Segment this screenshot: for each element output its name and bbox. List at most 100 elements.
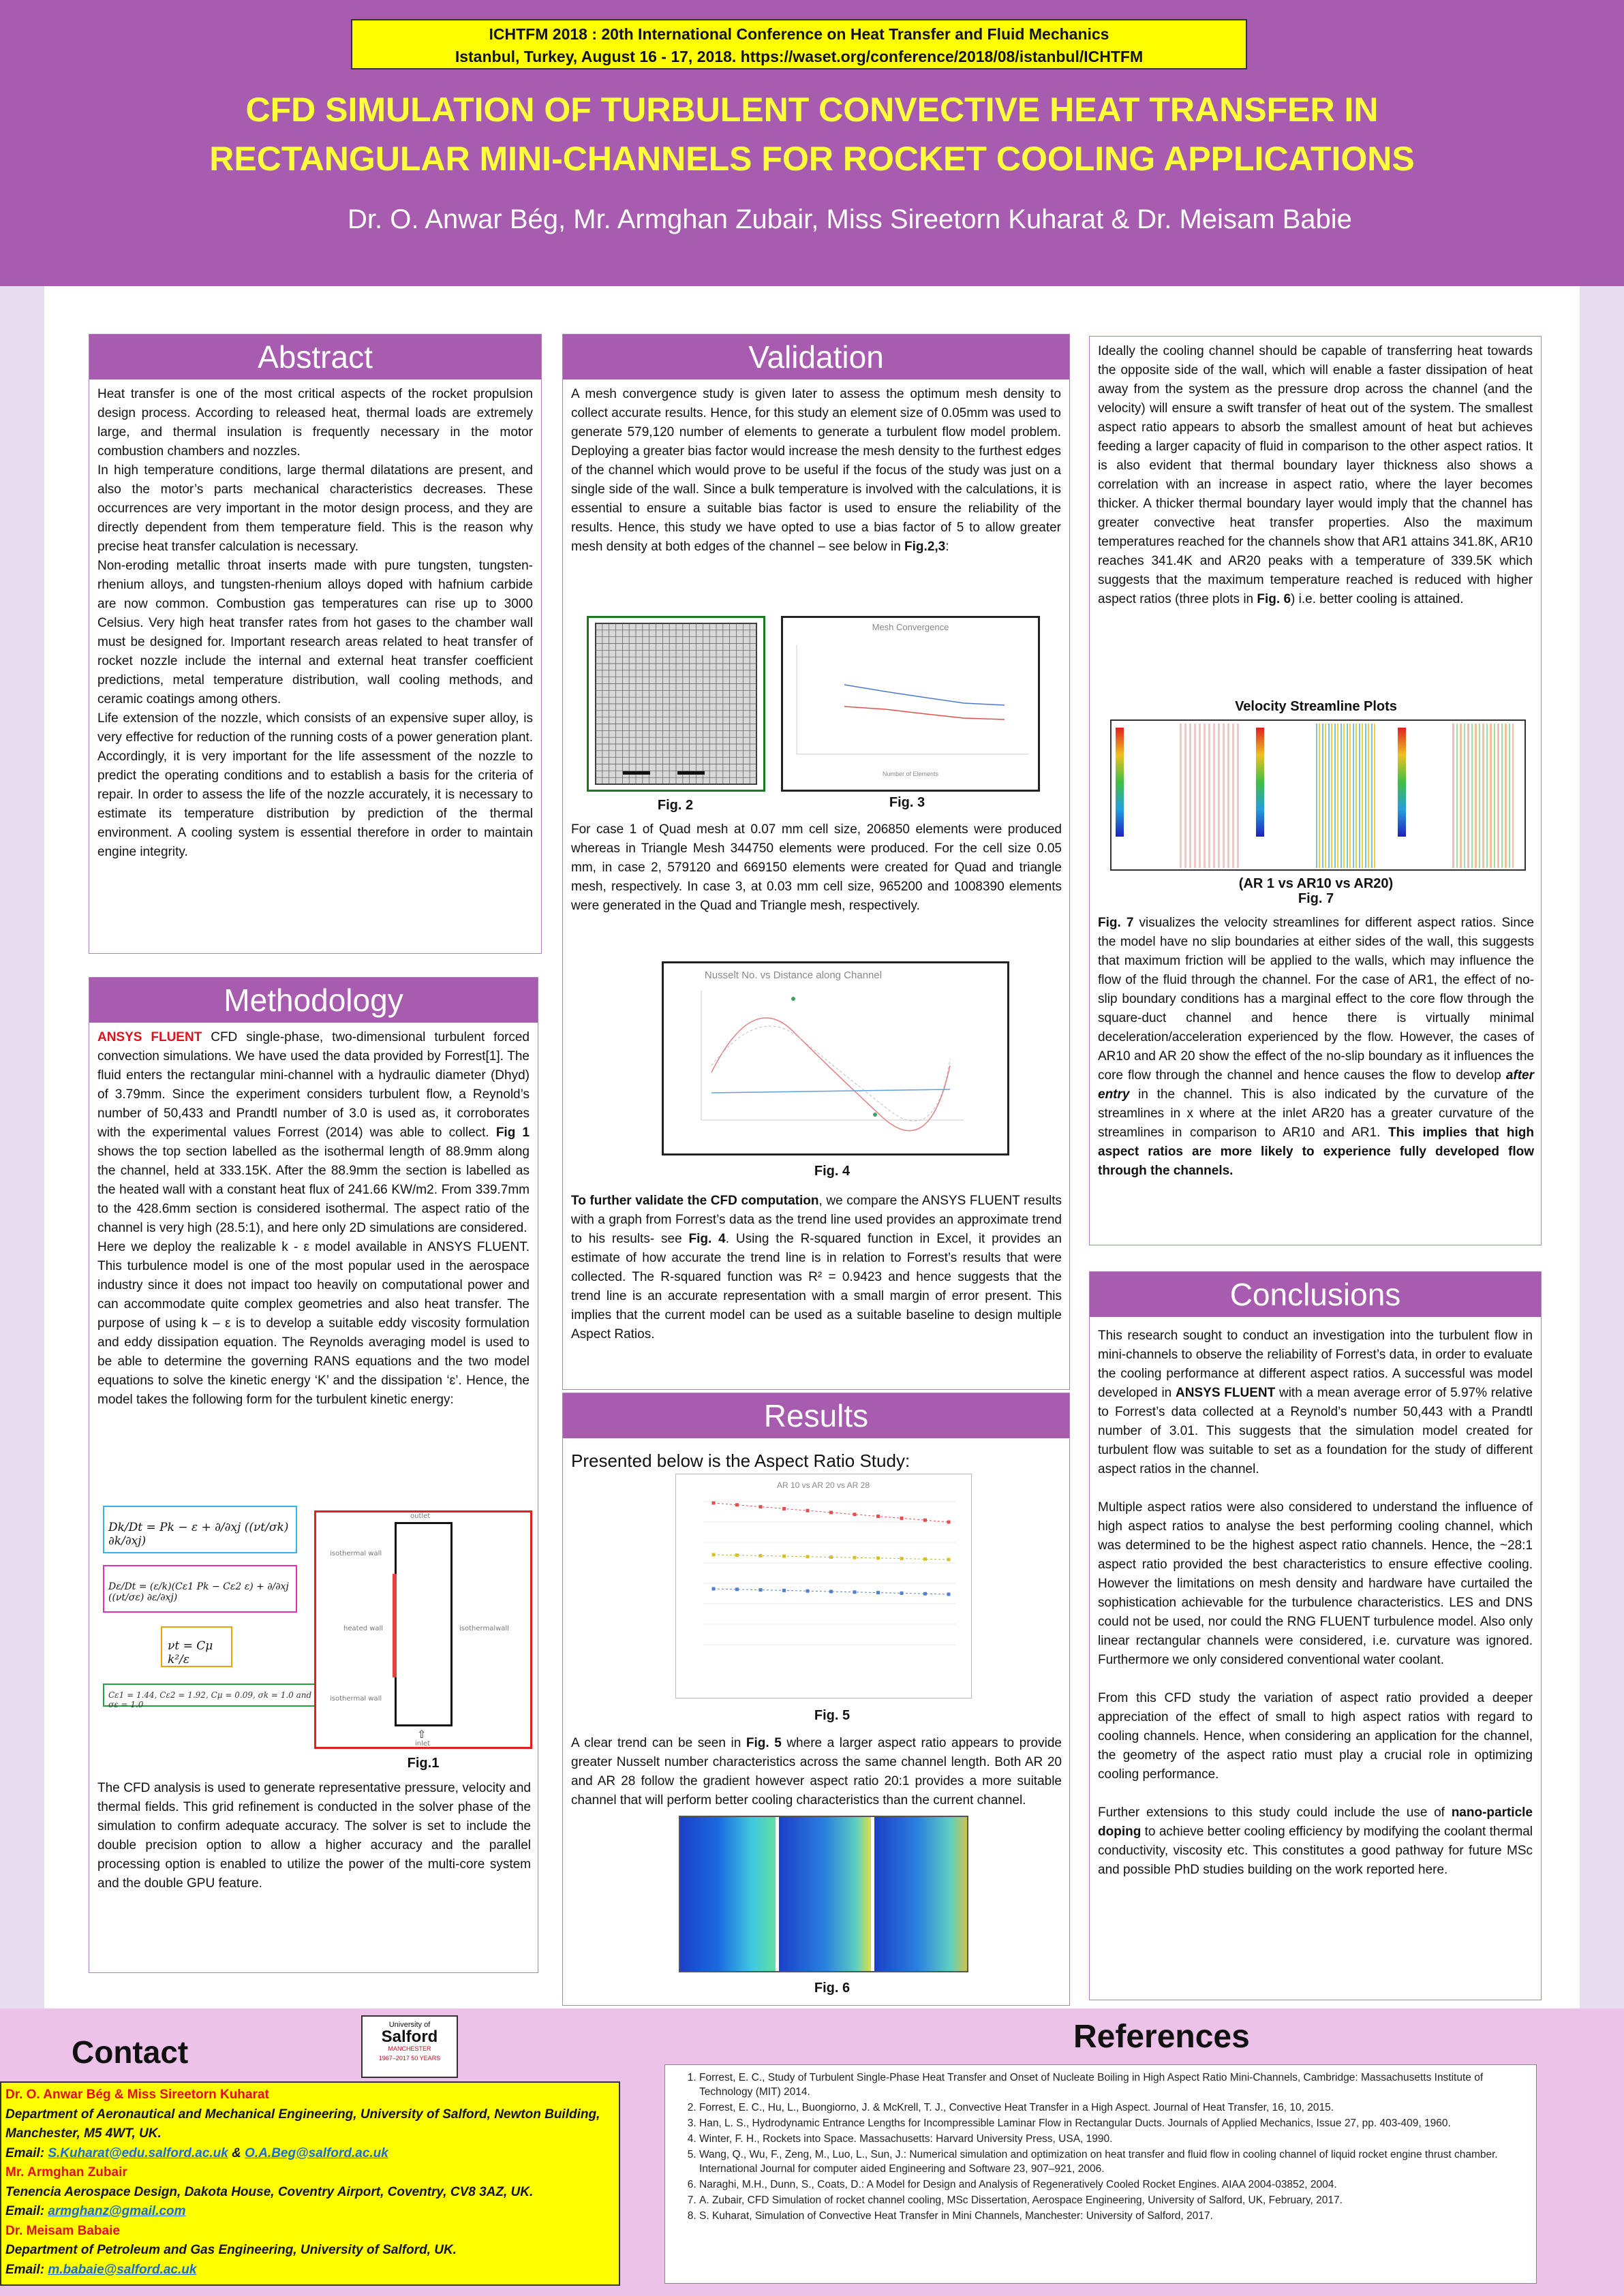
reference-item: Forrest, E. C., Hu, L., Buongiorno, J. &… (699, 2100, 1527, 2115)
fig4-caption: Fig. 4 (814, 1164, 851, 1179)
equation-k: Dk/Dt = Pk − ε + ∂/∂xj ((νt/σk) ∂k/∂xj) (103, 1506, 297, 1553)
equation-epsilon: Dε/Dt = (ε/k)(Cε1 Pk − Cε2 ε) + ∂/∂xj ((… (103, 1565, 297, 1613)
inlet-label: inlet (415, 1740, 430, 1748)
abstract-paragraph: In high temperature conditions, large th… (97, 463, 533, 554)
title-line-1: CFD SIMULATION OF TURBULENT CONVECTIVE H… (245, 91, 1379, 129)
heated-wall-segment (393, 1574, 397, 1677)
scatter-marker (759, 1505, 763, 1509)
discussion-paragraph-2: Fig. 7 visualizes the velocity streamlin… (1098, 916, 1534, 1178)
reference-item: S. Kuharat, Simulation of Convective Hea… (699, 2209, 1527, 2223)
scatter-marker (759, 1588, 763, 1592)
ansys-label: ANSYS FLUENT (97, 1030, 202, 1044)
poster-title: CFD SIMULATION OF TURBULENT CONVECTIVE H… (0, 85, 1624, 183)
nano-doping-bold: nano-particle doping (1098, 1805, 1533, 1839)
methodology-paragraph-3: The CFD analysis is used to generate rep… (97, 1781, 531, 1891)
title-line-2: RECTANGULAR MINI-CHANNELS FOR ROCKET COO… (209, 140, 1415, 178)
validation-section: Validation A mesh convergence study is g… (562, 334, 1070, 1390)
conclusions-paragraph: This research sought to conduct an inves… (1098, 1329, 1533, 1476)
conclusions-heading: Conclusions (1090, 1272, 1541, 1317)
contact-name-2: Mr. Armghan Zubair (5, 2165, 127, 2179)
channel-outline (395, 1522, 453, 1726)
scatter-marker (735, 1553, 739, 1557)
results-section: Results Presented below is the Aspect Ra… (562, 1393, 1070, 2006)
reference-item: Winter, F. H., Rockets into Space. Massa… (699, 2132, 1527, 2146)
abstract-paragraph: Life extension of the nozzle, which cons… (97, 711, 533, 859)
scatter-marker (735, 1503, 739, 1507)
streamlines-ar10 (1316, 724, 1377, 868)
scatter-marker (947, 1520, 951, 1524)
abstract-paragraph: Heat transfer is one of the most critica… (97, 387, 533, 459)
ansys-fluent-bold: ANSYS FLUENT (1176, 1386, 1276, 1400)
references-ordered-list: Forrest, E. C., Study of Turbulent Singl… (699, 2070, 1527, 2223)
fig5-caption: Fig. 5 (814, 1708, 851, 1723)
streamlines-ar1 (1180, 724, 1241, 868)
references-list: Forrest, E. C., Study of Turbulent Singl… (664, 2064, 1537, 2284)
equation-constants: Cε1 = 1.44, Cε2 = 1.92, Cμ = 0.09, σk = … (103, 1684, 318, 1709)
validation-paragraph-3: To further validate the CFD computation,… (571, 1194, 1062, 1341)
fig5-title: AR 10 vs AR 20 vs AR 28 (777, 1480, 870, 1490)
scatter-marker (947, 1592, 951, 1596)
methodology-section: Methodology ANSYS FLUENT CFD single-phas… (89, 977, 538, 1973)
isothermal-bottom-label: isothermal wall (330, 1695, 382, 1703)
contact-name-1: Dr. O. Anwar Bég & Miss Sireetorn Kuhara… (5, 2088, 269, 2102)
abstract-body: Heat transfer is one of the most critica… (89, 379, 541, 862)
references-heading: References (1073, 2019, 1250, 2055)
left-side-strip (0, 286, 44, 2008)
isothermal-right-label: isothermalwall (459, 1625, 509, 1632)
aspect-ratio-chart-graphic: AR 10 vs AR 20 vs AR 28 (703, 1480, 955, 1645)
reference-item: A. Zubair, CFD Simulation of rocket chan… (699, 2193, 1527, 2207)
scatter-marker (829, 1510, 833, 1515)
fig2-caption: Fig. 2 (657, 798, 694, 813)
scatter-marker (829, 1555, 833, 1559)
scatter-marker (853, 1590, 857, 1594)
email-link-kuharat[interactable]: S.Kuharat@edu.salford.ac.uk (48, 2145, 228, 2160)
email-link-zubair[interactable]: armghanz@gmail.com (48, 2204, 186, 2218)
fig2-mesh-image (587, 616, 765, 792)
after-entry-emphasis: after entry (1098, 1068, 1534, 1102)
contact-dept-2: Tenencia Aerospace Design, Dakota House,… (5, 2184, 534, 2199)
fig3-xlabel: Number of Elements (883, 771, 939, 777)
conclusions-paragraph: Multiple aspect ratios were also conside… (1098, 1500, 1533, 1667)
scatter-marker (853, 1555, 857, 1560)
methodology-paragraph-2: Here we deploy the realizable k - ε mode… (97, 1240, 530, 1407)
validation-heading: Validation (563, 335, 1069, 379)
fig3-caption: Fig. 3 (889, 795, 925, 810)
abstract-heading: Abstract (89, 335, 541, 379)
discussion-section: Ideally the cooling channel should be ca… (1089, 336, 1542, 1245)
university-logo: University of Salford MANCHESTER 1967–20… (361, 2015, 458, 2078)
fig1-channel-schematic: outlet isothermal wall heated wall isoth… (314, 1510, 532, 1749)
cfd-validation-highlight: To further validate the CFD computation (571, 1194, 819, 1208)
fig4-title: Nusselt No. vs Distance along Channel (705, 969, 882, 981)
fig3-mesh-convergence-chart: Mesh Convergence Number of Elements (781, 616, 1040, 792)
contact-dept-3: Department of Petroleum and Gas Engineer… (5, 2243, 457, 2257)
contact-heading: Contact (72, 2034, 189, 2070)
legend-bar-ar10 (1256, 728, 1264, 837)
abstract-paragraph: Non-eroding metallic throat inserts made… (97, 559, 533, 707)
contact-email-3: Email: m.babaie@salford.ac.uk (5, 2262, 197, 2277)
outlet-label: outlet (410, 1512, 431, 1520)
scatter-marker (759, 1553, 763, 1557)
contact-email-2: Email: armghanz@gmail.com (5, 2204, 186, 2218)
scatter-marker (735, 1587, 739, 1592)
fig1-caption: Fig.1 (407, 1756, 440, 1771)
validation-paragraph-2: For case 1 of Quad mesh at 0.07 mm cell … (571, 822, 1062, 913)
discussion-paragraph-1: Ideally the cooling channel should be ca… (1098, 344, 1533, 606)
conclusions-paragraph: From this CFD study the variation of asp… (1098, 1691, 1533, 1782)
scatter-marker (923, 1557, 927, 1561)
contact-name-3: Dr. Meisam Babaie (5, 2223, 120, 2238)
email-link-babaie[interactable]: m.babaie@salford.ac.uk (48, 2262, 197, 2277)
methodology-body: ANSYS FLUENT CFD single-phase, two-dimen… (89, 1023, 538, 1410)
conference-line-2: Istanbul, Turkey, August 16 - 17, 2018. … (455, 48, 1144, 65)
fig7-reference: Fig. 7 (1098, 916, 1134, 930)
right-side-strip (1580, 286, 1624, 2008)
fig5-reference: Fig. 5 (746, 1736, 782, 1750)
email-link-beg[interactable]: O.A.Beg@salford.ac.uk (245, 2145, 388, 2160)
contour-ar1 (680, 1817, 776, 1971)
fig3-title: Mesh Convergence (872, 622, 949, 632)
fig23-reference: Fig.2,3 (904, 540, 946, 554)
fig7-caption: Fig. 7 (1298, 891, 1334, 906)
streamlines-ar20 (1452, 724, 1514, 868)
conclusions-paragraph: Further extensions to this study could i… (1098, 1805, 1533, 1877)
contact-dept-1: Department of Aeronautical and Mechanica… (5, 2107, 600, 2141)
equation-viscosity: νt = Cμ k²/ε (161, 1626, 232, 1667)
